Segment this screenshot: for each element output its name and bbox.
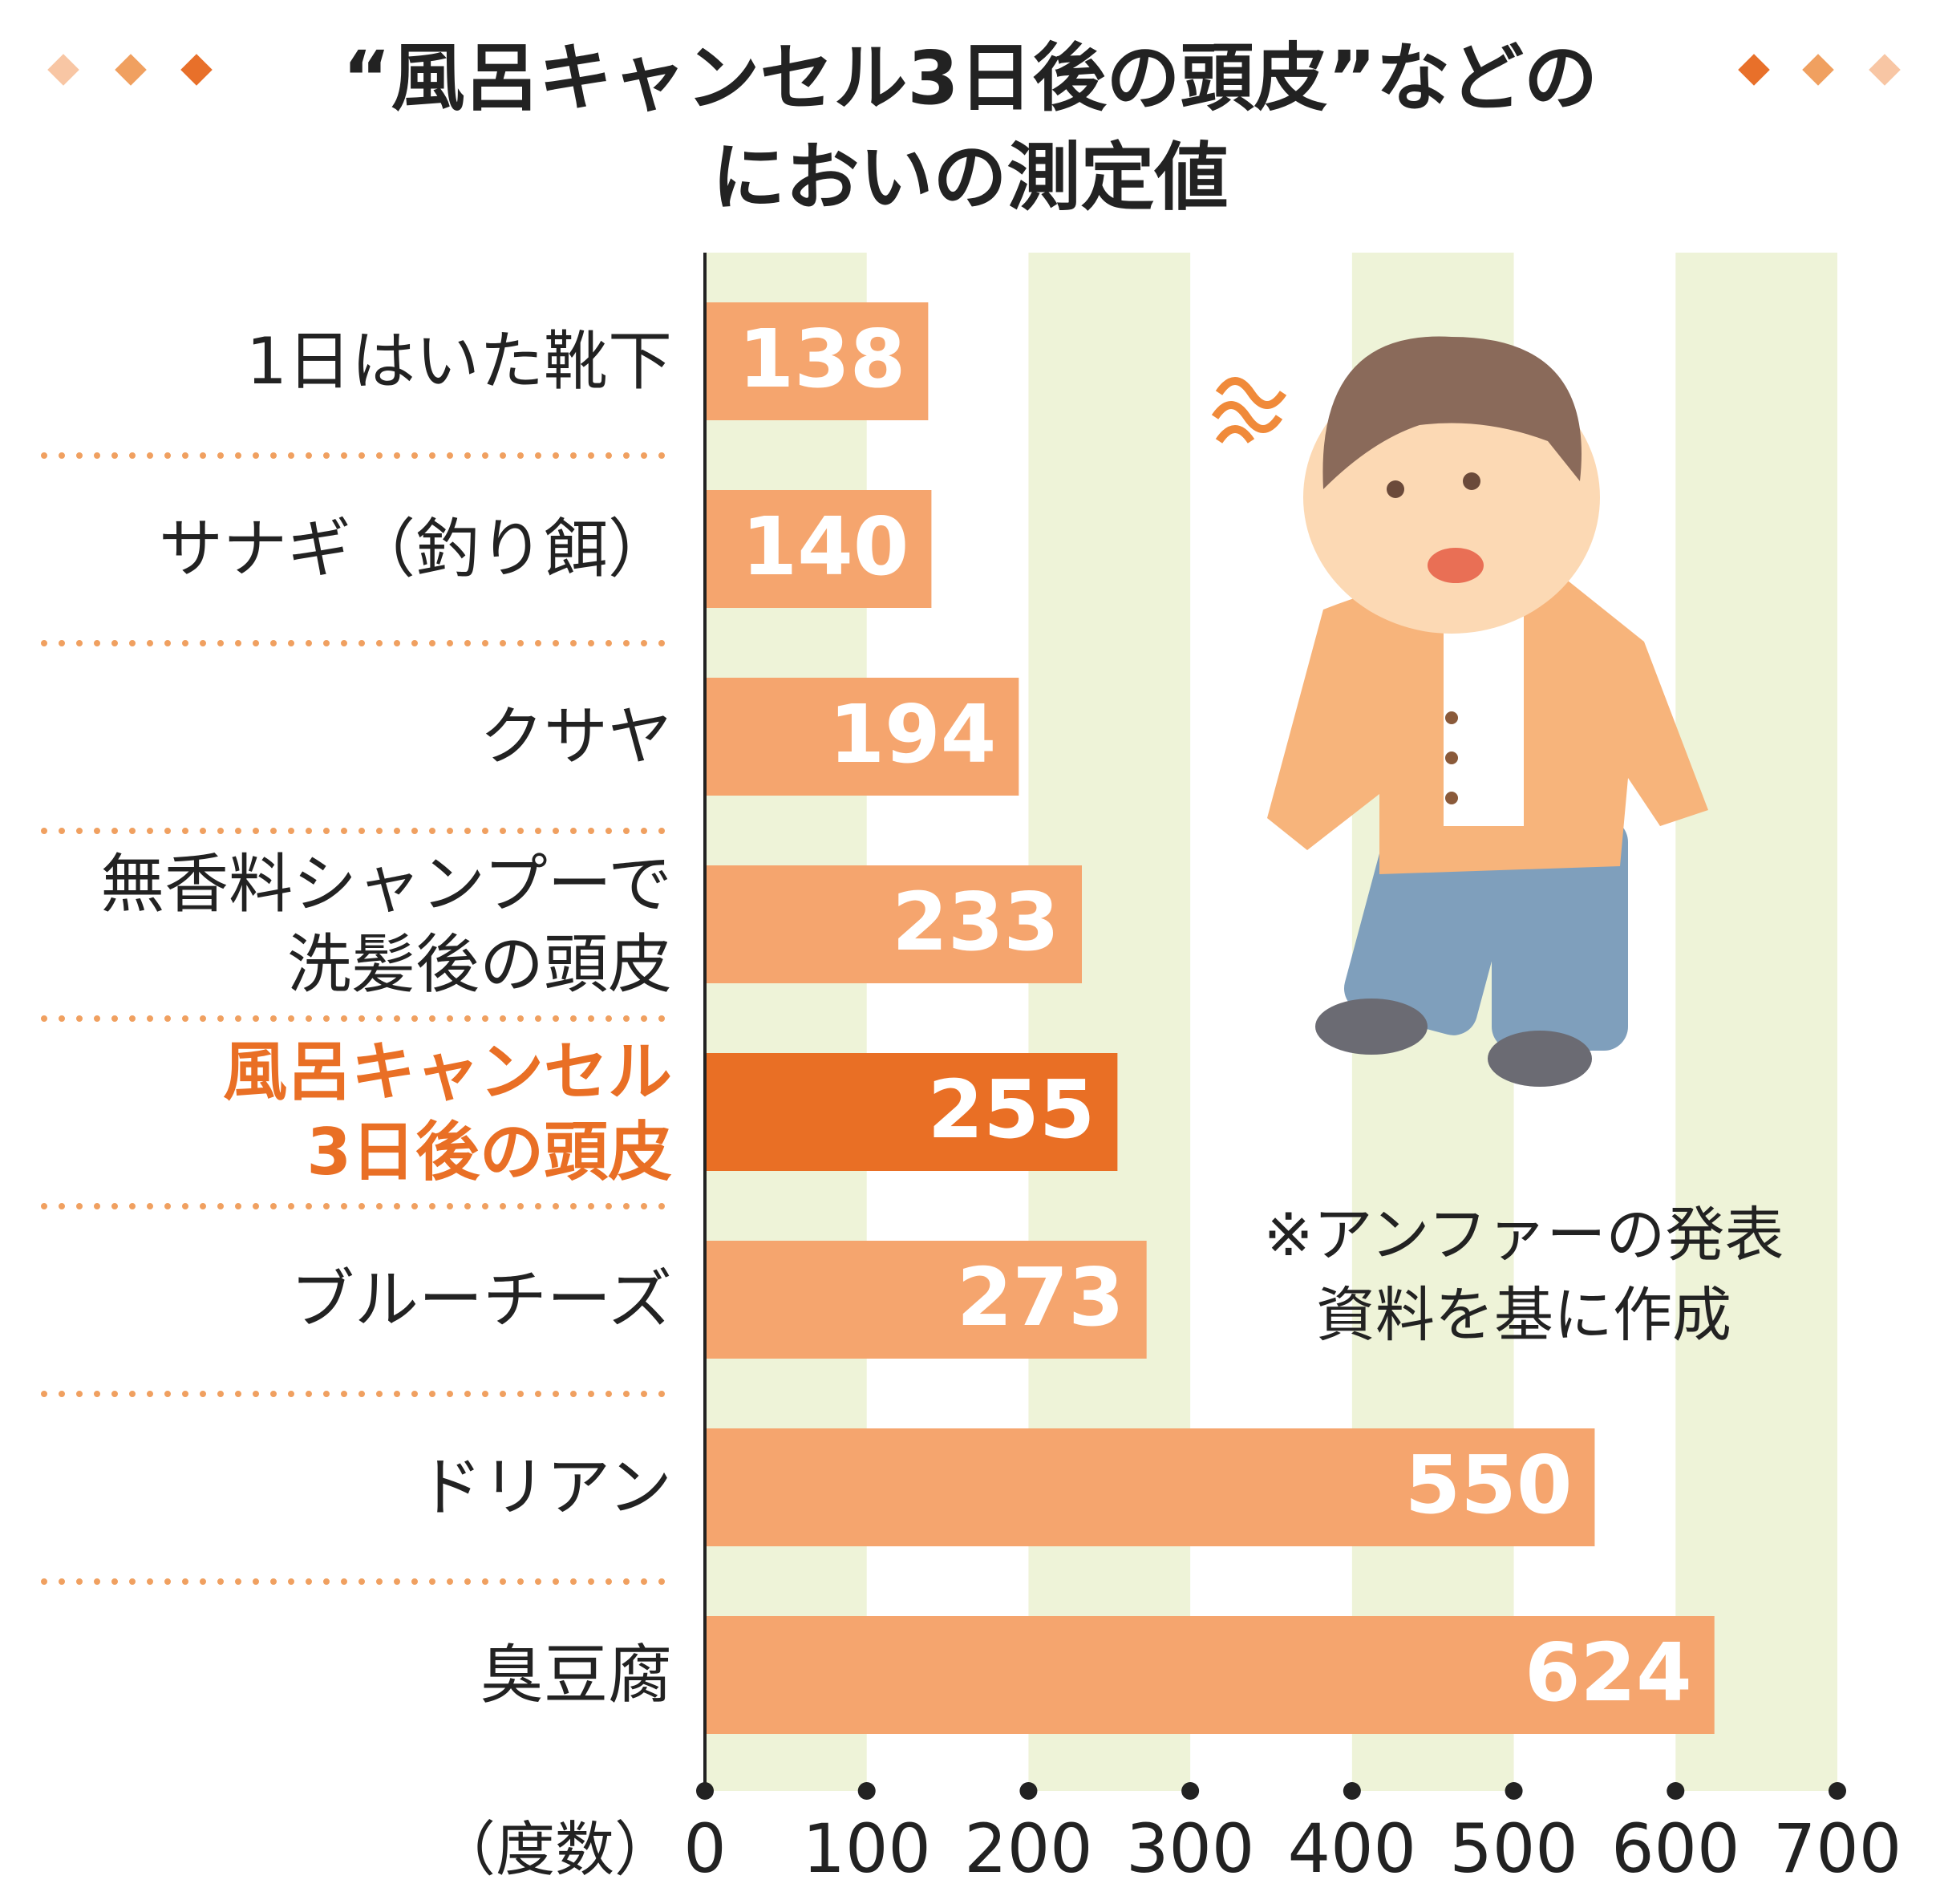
category-label: 無香料シャンプーで 洗髪後の頭皮 (100, 846, 672, 1002)
value-label: 138 (739, 312, 906, 406)
x-tick-label: 500 (1449, 1809, 1578, 1888)
category-label: クサヤ (480, 699, 672, 774)
x-tick-label: 200 (964, 1809, 1092, 1888)
stripe (705, 253, 867, 1791)
value-label: 255 (928, 1063, 1096, 1157)
tick-mark (1505, 1782, 1523, 1800)
category-label: ドリアン (418, 1449, 672, 1525)
bar (705, 490, 932, 608)
tick-mark (1019, 1782, 1038, 1800)
stripe (1675, 253, 1837, 1791)
bar (705, 678, 1019, 796)
category-label: 臭豆腐 (480, 1637, 672, 1712)
x-tick-label: 300 (1126, 1809, 1254, 1888)
category-label: サナギ（釣り餌） (159, 511, 672, 586)
x-tick-label: 0 (683, 1809, 726, 1888)
stripes (705, 253, 1837, 1791)
tick-mark (1829, 1782, 1846, 1800)
bar (705, 1616, 1715, 1734)
value-label: 233 (892, 875, 1059, 969)
x-tick-label: 400 (1288, 1809, 1416, 1888)
value-label: 194 (829, 687, 997, 781)
value-label: 550 (1405, 1438, 1573, 1532)
x-axis-label: （度数） (436, 1816, 674, 1885)
bars: 138 140 194 233 255 273 550 624 (41, 302, 1715, 1734)
bar (705, 302, 929, 420)
bar (705, 1241, 1147, 1359)
tick-mark (1667, 1782, 1685, 1800)
illustration (1211, 336, 1708, 1087)
tick-mark (696, 1782, 714, 1800)
note: ※アンファーの発表 資料を基に作成 (1263, 1201, 1784, 1350)
x-tick-label: 100 (803, 1809, 931, 1888)
category-label: ブルーチーズ (290, 1262, 672, 1337)
stripe (1028, 253, 1191, 1791)
value-label: 624 (1525, 1626, 1692, 1720)
value-label: 140 (742, 500, 909, 593)
axis: 0 100 200 300 400 500 600 700 （度数） (436, 253, 1902, 1888)
tick-mark (1181, 1782, 1200, 1800)
value-label: 273 (957, 1250, 1124, 1344)
bar (705, 865, 1082, 983)
tick-mark (857, 1782, 876, 1800)
x-tick-label: 600 (1611, 1809, 1740, 1888)
tick-mark (1343, 1782, 1361, 1800)
category-label: 1日はいた靴下 (246, 323, 672, 399)
x-tick-label: 700 (1773, 1809, 1902, 1888)
category-label: 風呂キャンセル 3日後の頭皮 (223, 1034, 672, 1189)
bar (705, 1053, 1118, 1171)
chart-title: “風呂キャンセル3日後の頭皮”などの においの測定値 (342, 35, 1598, 221)
bar (705, 1428, 1595, 1546)
